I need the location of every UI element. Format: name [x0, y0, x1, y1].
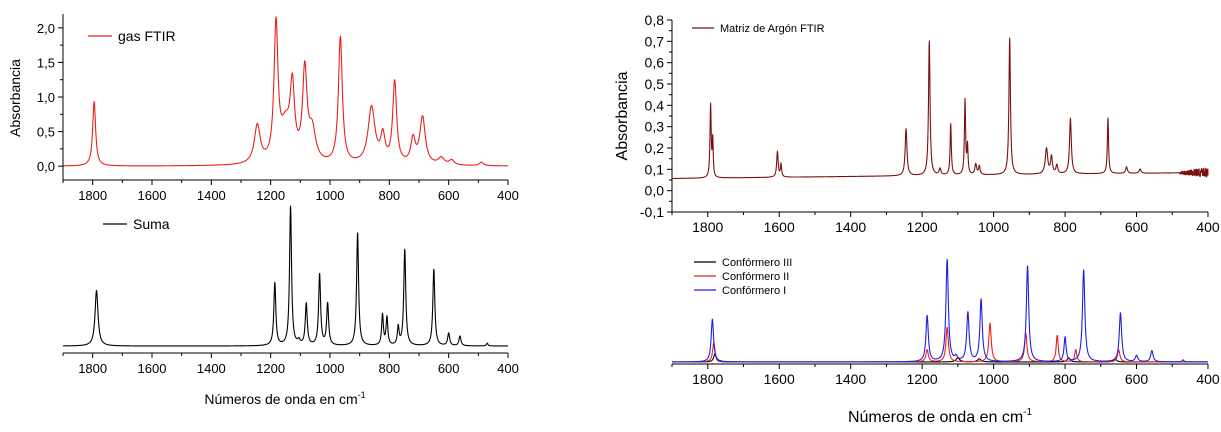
y-tick-label: 0,8	[645, 12, 665, 28]
y-tick-label: 0,4	[645, 97, 665, 113]
legend-label-conformero-ii: Confórmero II	[722, 271, 789, 283]
y-tick-label: 1,0	[37, 90, 55, 105]
legend-label-gas-ftir: gas FTIR	[118, 28, 176, 44]
x-tick-label: 400	[1196, 219, 1220, 235]
legend-label-conformero-i: Confórmero I	[722, 285, 786, 297]
x-axis-label-superscript: -1	[1023, 407, 1032, 418]
x-axis-label: Números de onda en cm-1	[848, 407, 1033, 426]
x-tick-label: 1200	[256, 188, 285, 203]
y-tick-label: 0,6	[645, 55, 665, 71]
x-tick-label: 1800	[78, 188, 107, 203]
x-tick-label: 1400	[835, 371, 866, 387]
legend-label-argon: Matriz de Argón FTIR	[720, 23, 825, 35]
y-axis-label: Absorbancia	[7, 59, 23, 137]
series-line-matriz-de-arg-n-ftir	[671, 37, 1209, 180]
x-tick-label: 1000	[978, 371, 1009, 387]
y-tick-label: 0,7	[645, 33, 665, 49]
series-line-conf-rmero-ii	[671, 322, 1209, 363]
x-tick-label: 800	[378, 361, 400, 376]
y-tick-label: 0,0	[37, 159, 55, 174]
x-tick-label: 600	[438, 361, 460, 376]
x-tick-label: 1000	[316, 361, 345, 376]
x-tick-label: 1400	[197, 361, 226, 376]
y-tick-label: 0,1	[645, 161, 665, 177]
x-tick-label: 1200	[907, 371, 938, 387]
x-tick-label: 1600	[138, 361, 167, 376]
legend-label-suma: Suma	[133, 216, 170, 232]
x-tick-label: 1600	[764, 219, 795, 235]
y-tick-label: 0,0	[645, 183, 665, 199]
x-tick-label: 1000	[316, 188, 345, 203]
x-tick-label: 800	[378, 188, 400, 203]
x-tick-label: 1200	[256, 361, 285, 376]
x-axis-label-text: Números de onda en cm	[848, 409, 1023, 426]
x-tick-label: 400	[1196, 371, 1220, 387]
x-tick-label: 1400	[835, 219, 866, 235]
x-tick-label: 1800	[692, 371, 723, 387]
x-tick-label: 1400	[197, 188, 226, 203]
y-tick-label: 0,5	[645, 76, 665, 92]
x-tick-label: 1800	[78, 361, 107, 376]
x-axis-label: Números de onda en cm-1	[204, 390, 365, 407]
x-tick-label: 800	[1053, 219, 1077, 235]
legend-label-conformero-iii: Confórmero III	[722, 257, 792, 269]
x-tick-label: 800	[1053, 371, 1077, 387]
x-tick-label: 1600	[764, 371, 795, 387]
x-tick-label: 1800	[692, 219, 723, 235]
y-tick-label: 0,3	[645, 119, 665, 135]
y-axis-label: Absorbancia	[614, 71, 631, 160]
series-line-gas-ftir	[62, 16, 509, 167]
y-tick-label: 2,0	[37, 21, 55, 36]
y-tick-label: 0,2	[645, 140, 665, 156]
x-tick-label: 600	[1125, 371, 1149, 387]
series-line-conf-rmero-i	[671, 258, 1209, 363]
panel-argon-matrix: 1800 1600 1400 1200 1000 800 600 400 -0,1 0,0 0,1 0…	[614, 12, 1220, 235]
x-tick-label: 400	[497, 188, 519, 203]
panel-gas-ftir: 1800 1600 1400 1200 1000 800 600 400 0,0 0,5 1,0 1,…	[7, 14, 519, 203]
x-tick-label: 1600	[138, 188, 167, 203]
y-tick-label: 0,5	[37, 125, 55, 140]
x-axis-label-text: Números de onda en cm	[204, 391, 357, 407]
panel-conformers: 1800 1600 1400 1200 1000 800 600 400 Confórmero…	[671, 257, 1220, 426]
x-tick-label: 600	[1125, 219, 1149, 235]
x-tick-label: 1200	[907, 219, 938, 235]
x-axis-label-superscript: -1	[358, 390, 366, 400]
y-tick-label: 1,5	[37, 55, 55, 70]
series-line-suma	[62, 205, 509, 347]
x-tick-label: 600	[438, 188, 460, 203]
panel-suma: 1800 1600 1400 1200 1000 800 600 400 Suma Númer…	[62, 205, 519, 407]
y-tick-label: -0,1	[640, 204, 664, 220]
x-tick-label: 1000	[978, 219, 1009, 235]
x-tick-label: 400	[497, 361, 519, 376]
